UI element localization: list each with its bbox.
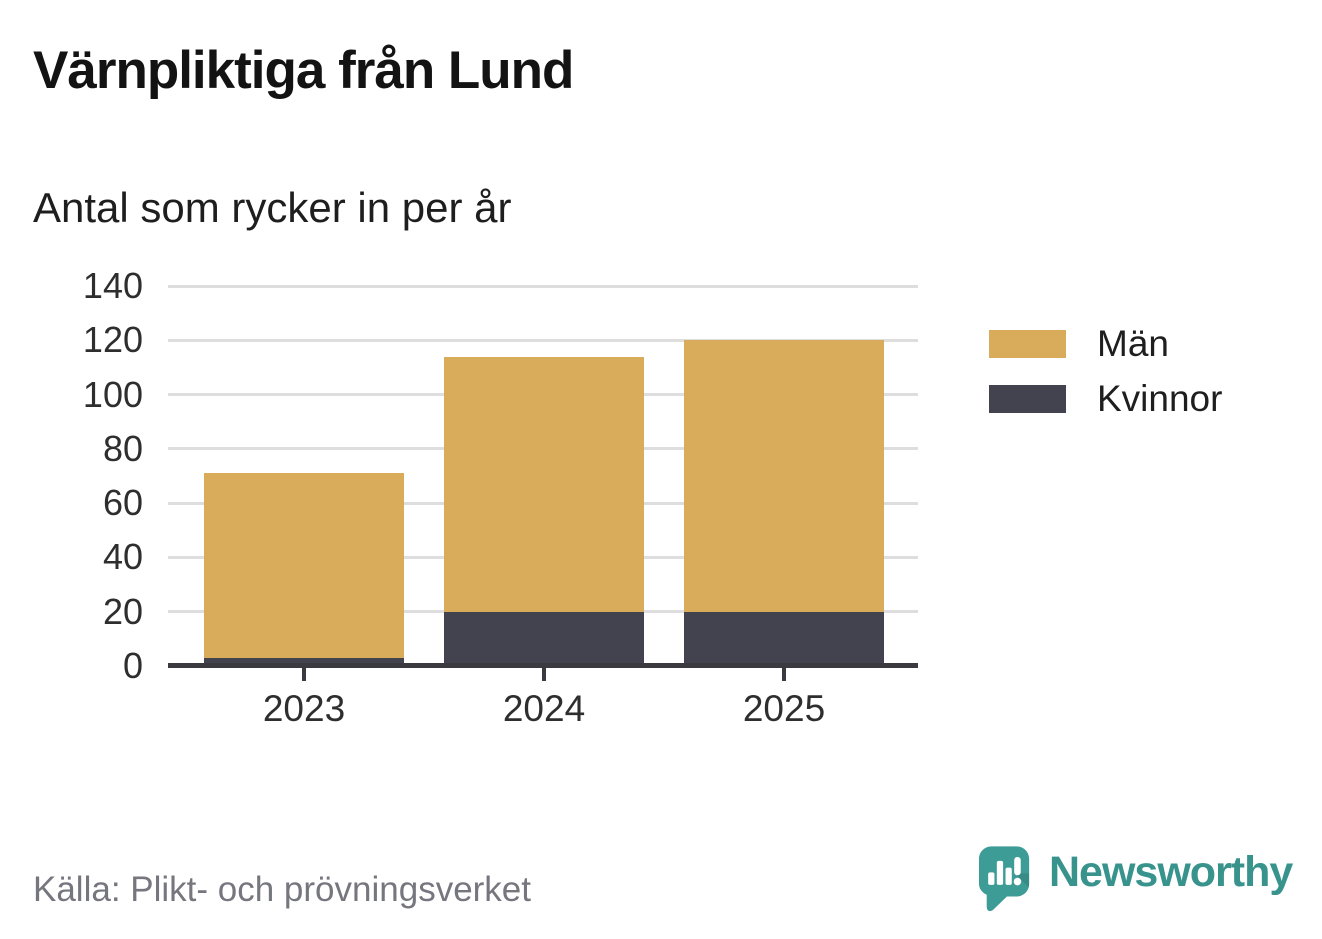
x-axis-tick-label: 2024 [502,688,586,729]
y-axis-tick-label: 40 [102,536,143,578]
y-axis-tick-label: 20 [102,590,143,632]
legend: Män Kvinnor [989,323,1223,440]
bar-segment-män-2023 [204,473,404,658]
legend-swatch-kvinnor [989,385,1066,413]
y-axis-tick-label: 60 [102,482,143,524]
x-axis-tick-mark [542,668,546,681]
gridline [168,284,918,288]
newsworthy-brand: Newsworthy [979,846,1293,920]
chart-title: Värnpliktiga från Lund [33,41,574,100]
bar-segment-män-2025 [684,340,884,612]
newsworthy-wordmark: Newsworthy [1049,848,1293,896]
legend-swatch-män [989,330,1066,358]
legend-item-män: Män [989,323,1222,364]
y-axis-tick-label: 100 [82,373,143,415]
newsworthy-logo-icon [979,846,1030,912]
legend-label: Kvinnor [1097,378,1223,419]
y-axis-tick-label: 120 [82,319,143,361]
bar-segment-män-2024 [444,356,644,612]
y-axis-tick-label: 80 [102,427,143,469]
x-axis-tick-mark [302,668,306,681]
bar-segment-kvinnor-2025 [684,611,884,666]
legend-item-kvinnor: Kvinnor [989,378,1223,419]
gridline [168,338,918,342]
x-axis-tick-label: 2025 [742,688,826,729]
y-axis-tick-label: 140 [82,265,143,306]
bar-segment-kvinnor-2024 [444,611,644,666]
x-axis-line [168,663,918,668]
y-axis-tick-label: 0 [122,645,143,686]
x-axis-tick-label: 2023 [262,688,346,729]
x-axis-tick-mark [782,668,786,681]
legend-label: Män [1097,323,1169,364]
bar-segment-kvinnor-2023 [204,657,404,666]
chart-subtitle: Antal som rycker in per år [33,184,512,231]
source-note: Källa: Plikt- och prövningsverket [33,870,531,909]
